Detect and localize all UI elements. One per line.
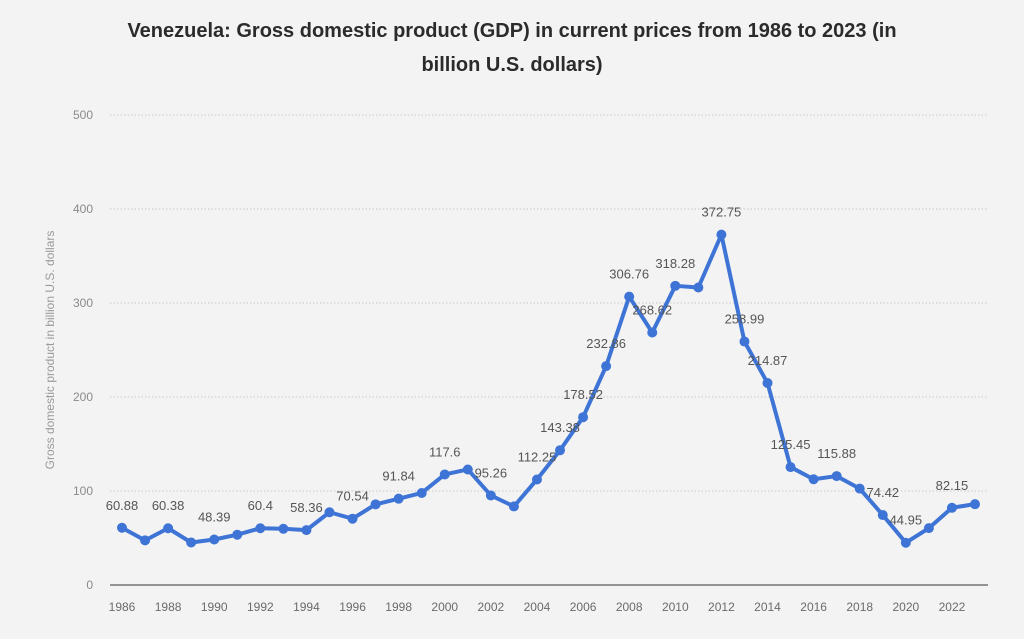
y-tick-label: 0	[86, 578, 93, 592]
data-label: 117.6	[429, 444, 461, 459]
data-point[interactable]	[762, 378, 773, 389]
x-tick-label: 2022	[939, 600, 966, 614]
y-tick-label: 300	[73, 296, 93, 310]
x-tick-label: 2016	[800, 600, 827, 614]
data-point[interactable]	[163, 523, 174, 534]
chart-title-line-2: billion U.S. dollars)	[421, 54, 603, 76]
y-tick-label: 500	[73, 108, 93, 122]
y-tick-label: 100	[73, 484, 93, 498]
x-tick-label: 1998	[385, 600, 412, 614]
x-tick-label: 2010	[662, 600, 689, 614]
data-label: 178.52	[563, 387, 603, 402]
data-point[interactable]	[370, 499, 381, 510]
y-tick-label: 200	[73, 390, 93, 404]
data-point[interactable]	[624, 291, 635, 302]
data-labels: 60.88 60.38 48.39 60.4 58.36 70.54 91.84 117.6 9…	[106, 205, 968, 528]
data-point[interactable]	[416, 487, 427, 498]
gridlines	[110, 114, 988, 586]
x-axis-ticks: 1986 1988 1990 1992 1994 1996 1998 2000 2002 2004…	[109, 600, 966, 614]
y-tick-label: 400	[73, 202, 93, 216]
data-label: 232.86	[586, 336, 626, 351]
data-point[interactable]	[462, 464, 473, 475]
x-tick-label: 1986	[109, 600, 136, 614]
data-point[interactable]	[900, 537, 911, 548]
chart-title: Venezuela: Gross domestic product (GDP) …	[0, 14, 1024, 82]
chart-title-line-1: Venezuela: Gross domestic product (GDP) …	[127, 20, 897, 42]
data-point[interactable]	[555, 445, 566, 456]
data-point[interactable]	[393, 493, 404, 504]
x-tick-label: 1992	[247, 600, 274, 614]
x-tick-label: 2002	[478, 600, 505, 614]
x-tick-label: 2004	[524, 600, 551, 614]
x-tick-label: 1994	[293, 600, 320, 614]
data-point[interactable]	[347, 513, 358, 524]
data-label: 268.62	[632, 302, 672, 317]
series-line	[120, 232, 977, 545]
data-point[interactable]	[739, 336, 750, 347]
data-point[interactable]	[785, 462, 796, 473]
data-point[interactable]	[278, 523, 289, 534]
data-label: 48.39	[198, 510, 231, 525]
data-point[interactable]	[324, 507, 335, 518]
data-point[interactable]	[831, 471, 842, 482]
data-point[interactable]	[301, 525, 312, 536]
data-label: 70.54	[336, 489, 369, 504]
data-point[interactable]	[508, 501, 519, 512]
data-point[interactable]	[578, 412, 589, 423]
data-point[interactable]	[232, 529, 243, 540]
x-tick-label: 1990	[201, 600, 228, 614]
data-point[interactable]	[531, 474, 542, 485]
data-label: 95.26	[475, 465, 508, 480]
data-point[interactable]	[970, 499, 980, 510]
x-tick-label: 2018	[846, 600, 873, 614]
data-point[interactable]	[186, 537, 197, 548]
data-label: 44.95	[890, 513, 923, 528]
data-label: 306.76	[609, 267, 649, 282]
data-point[interactable]	[255, 523, 266, 534]
data-point[interactable]	[117, 522, 127, 533]
x-tick-label: 2008	[616, 600, 643, 614]
data-label: 125.45	[771, 437, 811, 452]
data-label: 60.38	[152, 498, 185, 513]
data-point[interactable]	[808, 474, 819, 485]
data-point[interactable]	[854, 483, 865, 494]
x-tick-label: 2014	[754, 600, 781, 614]
data-point[interactable]	[923, 523, 934, 534]
data-label: 372.75	[702, 205, 742, 220]
x-tick-label: 2006	[570, 600, 597, 614]
data-point[interactable]	[439, 469, 450, 480]
x-tick-label: 1988	[155, 600, 182, 614]
x-tick-label: 2012	[708, 600, 735, 614]
data-label: 258.99	[725, 312, 765, 327]
data-label: 214.87	[748, 353, 788, 368]
data-point[interactable]	[485, 490, 496, 501]
data-label: 318.28	[655, 256, 695, 271]
data-point[interactable]	[647, 327, 658, 338]
data-point[interactable]	[946, 502, 957, 513]
gdp-series	[117, 229, 980, 548]
data-point[interactable]	[670, 280, 681, 291]
data-label: 74.42	[867, 485, 900, 500]
data-point[interactable]	[209, 534, 220, 545]
data-label: 60.88	[106, 498, 139, 513]
data-label: 58.36	[290, 500, 323, 515]
data-label: 143.38	[540, 420, 580, 435]
data-point[interactable]	[693, 282, 704, 293]
data-point[interactable]	[601, 361, 612, 372]
data-label: 115.88	[817, 446, 856, 461]
data-point[interactable]	[716, 229, 727, 240]
data-point[interactable]	[877, 510, 888, 521]
data-label: 91.84	[382, 469, 415, 484]
data-label: 60.4	[248, 498, 273, 513]
data-point[interactable]	[140, 535, 151, 546]
y-axis-ticks: 0 100 200 300 400 500	[73, 108, 93, 592]
y-axis-label: Gross domestic product in billion U.S. d…	[43, 231, 57, 470]
x-tick-label: 1996	[339, 600, 366, 614]
data-label: 112.25	[518, 449, 557, 464]
data-label: 82.15	[936, 478, 969, 493]
x-tick-label: 2000	[431, 600, 458, 614]
x-tick-label: 2020	[892, 600, 919, 614]
